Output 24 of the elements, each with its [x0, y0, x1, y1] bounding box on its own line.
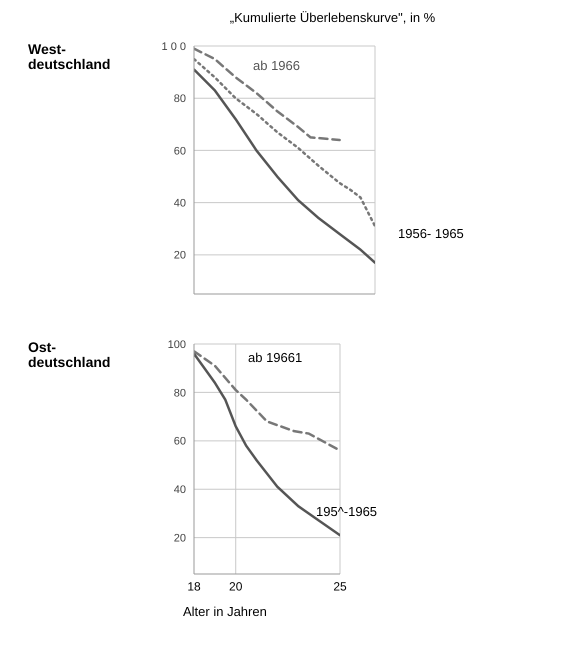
line-series	[194, 350, 340, 452]
annotation: 195^-1965	[316, 504, 378, 519]
x-tick-label: 25	[333, 580, 347, 594]
y-tick-label: 20	[174, 250, 186, 262]
line-series	[194, 47, 341, 142]
y-tick-label: 40	[174, 484, 186, 496]
annotation: ab 19661	[248, 350, 302, 365]
x-axis-title: Alter in Jahren	[183, 604, 267, 619]
y-tick-label: 60	[174, 436, 186, 448]
y-tick-label: 60	[174, 145, 186, 158]
chart-title: „Kumulierte Überlebenskurve", in %	[228, 9, 436, 27]
y-tick-label: 80	[174, 93, 186, 106]
x-tick-label: 20	[229, 580, 243, 594]
text: Ost-deutschland	[28, 339, 110, 370]
y-tick-label: 1 0 0	[162, 40, 186, 53]
y-tick-label: 40	[174, 198, 186, 210]
y-tick-label: 100	[168, 338, 186, 351]
y-tick-label: 20	[174, 532, 186, 545]
y-tick-label: 80	[174, 387, 186, 400]
x-tick-label: 18	[187, 580, 201, 594]
line-series	[194, 58, 375, 228]
text: West-deutschland	[28, 41, 110, 72]
annotation: ab 1966	[253, 58, 300, 73]
text: 1956- 1965	[398, 226, 464, 241]
